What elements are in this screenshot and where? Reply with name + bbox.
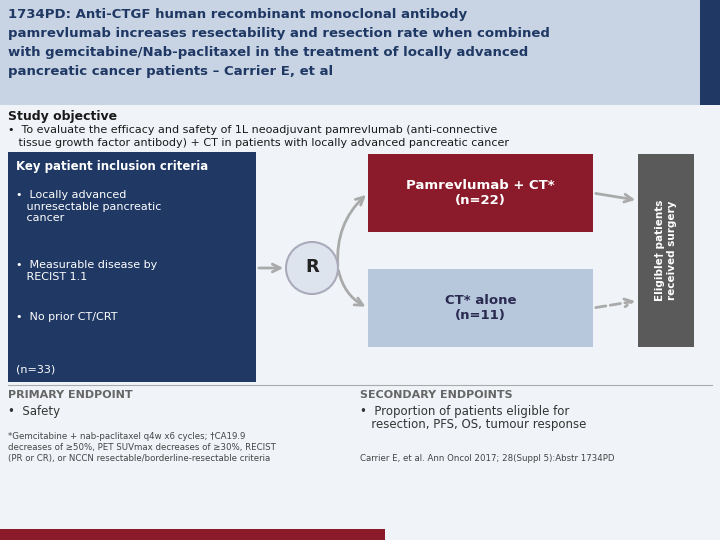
Circle shape <box>286 242 338 294</box>
Text: •  Locally advanced
   unresectable pancreatic
   cancer: • Locally advanced unresectable pancreat… <box>16 190 161 223</box>
FancyBboxPatch shape <box>0 0 700 105</box>
Text: Study objective: Study objective <box>8 110 117 123</box>
Text: •  No prior CT/CRT: • No prior CT/CRT <box>16 312 117 322</box>
Text: decreases of ≥50%, PET SUVmax decreases of ≥30%, RECIST: decreases of ≥50%, PET SUVmax decreases … <box>8 443 276 452</box>
FancyBboxPatch shape <box>368 154 593 232</box>
Text: Carrier E, et al. Ann Oncol 2017; 28(Suppl 5):Abstr 1734PD: Carrier E, et al. Ann Oncol 2017; 28(Sup… <box>360 454 614 463</box>
Text: (PR or CR), or NCCN resectable/borderline-resectable criteria: (PR or CR), or NCCN resectable/borderlin… <box>8 454 270 463</box>
Text: R: R <box>305 258 319 276</box>
Text: Key patient inclusion criteria: Key patient inclusion criteria <box>16 160 208 173</box>
Text: •  Safety: • Safety <box>8 405 60 418</box>
Text: CT* alone
(n=11): CT* alone (n=11) <box>445 294 516 322</box>
FancyBboxPatch shape <box>0 529 385 540</box>
FancyBboxPatch shape <box>8 152 256 382</box>
Text: Eligible† patients
received surgery: Eligible† patients received surgery <box>655 200 677 301</box>
Text: with gemcitabine/Nab-paclitaxel in the treatment of locally advanced: with gemcitabine/Nab-paclitaxel in the t… <box>8 46 528 59</box>
Text: PRIMARY ENDPOINT: PRIMARY ENDPOINT <box>8 390 132 400</box>
FancyBboxPatch shape <box>368 269 593 347</box>
Text: pamrevlumab increases resectability and resection rate when combined: pamrevlumab increases resectability and … <box>8 27 550 40</box>
Text: Pamrevlumab + CT*
(n=22): Pamrevlumab + CT* (n=22) <box>406 179 555 207</box>
Text: •  Measurable disease by
   RECIST 1.1: • Measurable disease by RECIST 1.1 <box>16 260 157 281</box>
FancyBboxPatch shape <box>700 0 720 105</box>
Text: •  To evaluate the efficacy and safety of 1L neoadjuvant pamrevlumab (anti-conne: • To evaluate the efficacy and safety of… <box>8 125 498 135</box>
Text: SECONDARY ENDPOINTS: SECONDARY ENDPOINTS <box>360 390 513 400</box>
Text: •  Proportion of patients eligible for: • Proportion of patients eligible for <box>360 405 570 418</box>
Text: (n=33): (n=33) <box>16 364 55 374</box>
FancyBboxPatch shape <box>638 154 694 347</box>
Text: 1734PD: Anti-CTGF human recombinant monoclonal antibody: 1734PD: Anti-CTGF human recombinant mono… <box>8 8 467 21</box>
Text: pancreatic cancer patients – Carrier E, et al: pancreatic cancer patients – Carrier E, … <box>8 65 333 78</box>
Text: tissue growth factor antibody) + CT in patients with locally advanced pancreatic: tissue growth factor antibody) + CT in p… <box>8 138 509 148</box>
Text: *Gemcitabine + nab-paclitaxel q4w x6 cycles; †CA19.9: *Gemcitabine + nab-paclitaxel q4w x6 cyc… <box>8 432 246 441</box>
Text: resection, PFS, OS, tumour response: resection, PFS, OS, tumour response <box>360 418 586 431</box>
